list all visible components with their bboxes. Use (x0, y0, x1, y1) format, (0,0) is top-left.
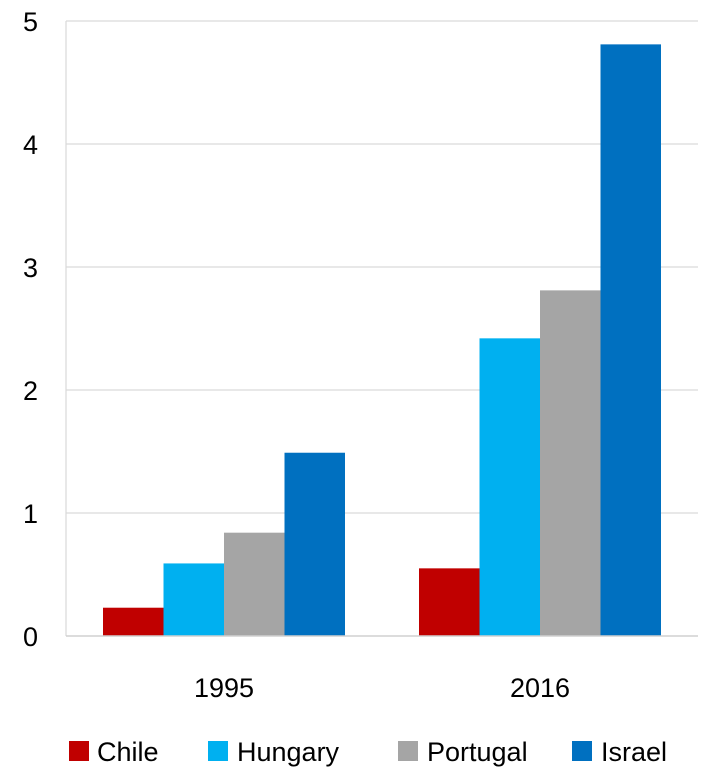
bar-portugal-1995 (224, 532, 285, 636)
x-tick-label: 2016 (510, 673, 570, 703)
y-tick-label: 2 (23, 376, 38, 406)
bars (103, 44, 661, 637)
x-tick-label: 1995 (194, 673, 254, 703)
y-tick-label: 4 (23, 130, 38, 160)
legend: Chile Hungary Portugal Israel (69, 737, 667, 767)
legend-swatch-israel (572, 741, 592, 761)
bar-chile-2016 (419, 568, 480, 636)
legend-label-portugal: Portugal (427, 737, 528, 767)
bar-israel-2016 (600, 44, 661, 637)
legend-label-hungary: Hungary (237, 737, 340, 767)
y-tick-label: 0 (23, 622, 38, 652)
legend-label-chile: Chile (97, 737, 159, 767)
bar-hungary-2016 (479, 338, 540, 636)
legend-label-israel: Israel (601, 737, 667, 767)
y-axis-ticks: 0 1 2 3 4 5 (23, 7, 38, 652)
bar-portugal-2016 (540, 290, 601, 636)
legend-swatch-hungary (208, 741, 228, 761)
legend-swatch-chile (69, 741, 89, 761)
bar-hungary-1995 (163, 563, 224, 636)
y-tick-label: 3 (23, 253, 38, 283)
legend-swatch-portugal (398, 741, 418, 761)
bar-chile-1995 (103, 607, 164, 636)
x-axis-ticks: 1995 2016 (194, 673, 570, 703)
y-tick-label: 1 (23, 499, 38, 529)
bar-israel-1995 (284, 452, 345, 636)
y-tick-label: 5 (23, 7, 38, 37)
